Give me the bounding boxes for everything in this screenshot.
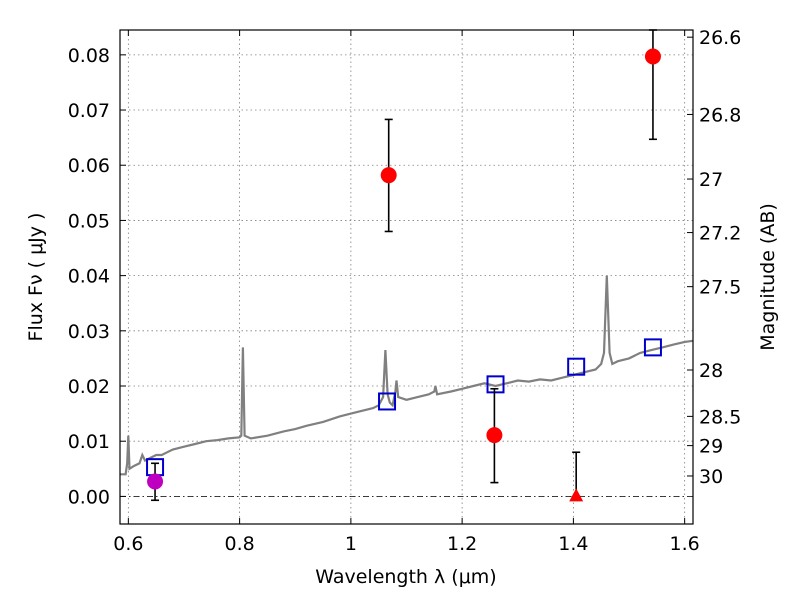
upper-limit-point	[569, 488, 584, 502]
data-point	[147, 473, 164, 490]
y-tick-label: 0.07	[68, 100, 110, 122]
right-tick-label: 28.5	[699, 406, 741, 428]
template-spectrum	[120, 275, 694, 476]
right-tick-label: 27.2	[699, 223, 741, 245]
x-tick-label: 0.6	[113, 533, 143, 555]
y-tick-label: 0.05	[68, 210, 110, 232]
data-point	[486, 427, 503, 444]
plot-frame	[119, 29, 694, 525]
right-tick-label: 27.5	[699, 277, 741, 299]
y-tick-label: 0.02	[68, 376, 110, 398]
x-tick-label: 1.4	[558, 533, 588, 555]
y-tick-label: 0.03	[68, 321, 110, 343]
spectrum-line	[120, 275, 694, 476]
y-tick-label: 0.08	[68, 45, 110, 67]
x-tick-label: 1	[345, 533, 357, 555]
right-tick-label: 27	[699, 169, 723, 191]
right-axis-title: Magnitude (AB)	[757, 203, 779, 351]
x-tick-label: 1.2	[447, 533, 477, 555]
template-point	[486, 375, 505, 394]
template-point	[567, 357, 586, 376]
data-marks	[146, 29, 662, 502]
right-tick-label: 28	[699, 360, 723, 382]
axis-ticks: 0.6 0.8 1 1.2 1.4 1.6 0.00 0.01 0.02 0.03 0.04 0.05…	[68, 27, 742, 555]
y-tick-label: 0.04	[68, 266, 110, 288]
y-axis-title: Flux Fν ( μJy )	[25, 213, 47, 342]
right-tick-label: 30	[699, 466, 723, 488]
y-tick-label: 0.01	[68, 431, 110, 453]
template-point	[378, 392, 397, 411]
right-tick-label: 26.8	[699, 104, 741, 126]
template-point	[643, 338, 662, 357]
y-tick-label: 0.06	[68, 155, 110, 177]
x-axis-title: Wavelength λ (μm)	[315, 566, 496, 588]
data-point	[380, 167, 397, 184]
x-tick-label: 0.8	[224, 533, 254, 555]
data-point	[644, 48, 661, 65]
right-tick-label: 26.6	[699, 27, 741, 49]
y-tick-label: 0.00	[68, 486, 110, 508]
right-tick-label: 29	[699, 436, 723, 458]
x-tick-label: 1.6	[670, 533, 700, 555]
